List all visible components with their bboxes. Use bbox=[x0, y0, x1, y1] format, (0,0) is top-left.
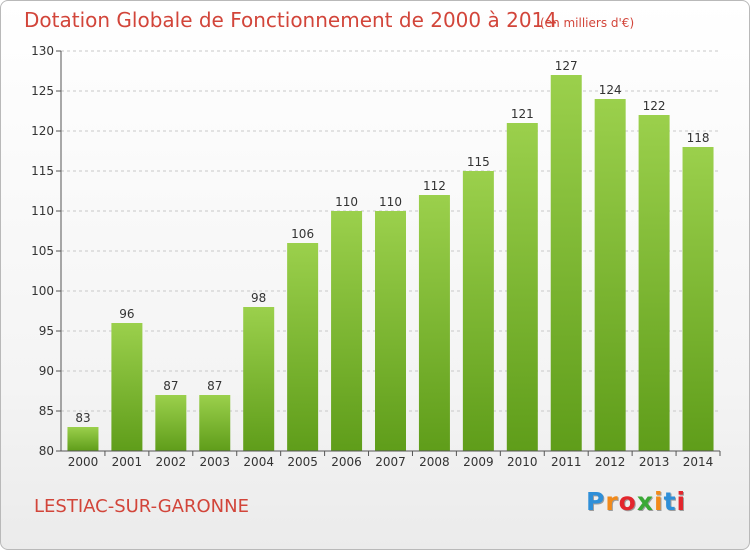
x-tick-label: 2008 bbox=[419, 455, 450, 469]
y-tick-label: 120 bbox=[31, 124, 54, 138]
bar-value-label: 87 bbox=[163, 379, 178, 393]
x-tick-label: 2004 bbox=[243, 455, 274, 469]
bar bbox=[331, 211, 363, 451]
bar bbox=[243, 307, 275, 451]
x-tick-label: 2006 bbox=[331, 455, 362, 469]
chart-title: Dotation Globale de Fonctionnement de 20… bbox=[24, 8, 557, 32]
bar-value-label: 83 bbox=[75, 411, 90, 425]
bars bbox=[67, 75, 714, 451]
bar bbox=[506, 123, 538, 451]
bar bbox=[155, 395, 187, 451]
bar bbox=[418, 195, 450, 451]
bar bbox=[199, 395, 231, 451]
bar-value-label: 121 bbox=[511, 107, 534, 121]
y-tick-label: 80 bbox=[39, 444, 54, 458]
x-tick-label: 2011 bbox=[551, 455, 582, 469]
bar-value-label: 110 bbox=[335, 195, 358, 209]
x-tick-label: 2009 bbox=[463, 455, 494, 469]
bar-value-label: 110 bbox=[379, 195, 402, 209]
y-tick-label: 125 bbox=[31, 84, 54, 98]
commune-name: LESTIAC-SUR-GARONNE bbox=[34, 496, 249, 517]
y-tick-label: 115 bbox=[31, 164, 54, 178]
bar-value-label: 122 bbox=[643, 99, 666, 113]
bar-value-label: 96 bbox=[119, 307, 134, 321]
y-tick-label: 130 bbox=[31, 44, 54, 58]
bar bbox=[594, 99, 626, 451]
bar bbox=[111, 323, 143, 451]
y-tick-label: 110 bbox=[31, 204, 54, 218]
bar-value-label: 118 bbox=[687, 131, 710, 145]
bar bbox=[638, 115, 670, 451]
bar bbox=[682, 147, 714, 451]
bar bbox=[287, 243, 319, 451]
x-tick-label: 2005 bbox=[287, 455, 318, 469]
bar-value-label: 112 bbox=[423, 179, 446, 193]
bar bbox=[67, 427, 99, 451]
bar bbox=[375, 211, 406, 451]
chart-unit-label: (en milliers d'€) bbox=[540, 16, 635, 30]
x-tick-label: 2001 bbox=[112, 455, 143, 469]
bar-value-label: 127 bbox=[555, 59, 578, 73]
x-tick-label: 2007 bbox=[375, 455, 406, 469]
bar bbox=[462, 171, 494, 451]
proxiti-logo: Proxiti bbox=[586, 487, 687, 516]
bar-value-label: 106 bbox=[291, 227, 314, 241]
bar-value-label: 124 bbox=[599, 83, 622, 97]
axes bbox=[56, 50, 721, 456]
x-tick-label: 2014 bbox=[683, 455, 714, 469]
bar-value-label: 98 bbox=[251, 291, 266, 305]
bar-value-label: 115 bbox=[467, 155, 490, 169]
labels: 80 85 90 95 100 105 110 115 120 125 130 83 2000 96 200… bbox=[31, 44, 713, 469]
bar bbox=[550, 75, 582, 451]
x-tick-label: 2010 bbox=[507, 455, 538, 469]
y-tick-label: 85 bbox=[39, 404, 54, 418]
x-tick-label: 2002 bbox=[156, 455, 187, 469]
y-tick-label: 90 bbox=[39, 364, 54, 378]
bar-value-label: 87 bbox=[207, 379, 222, 393]
y-tick-label: 100 bbox=[31, 284, 54, 298]
x-tick-label: 2003 bbox=[199, 455, 230, 469]
x-tick-label: 2000 bbox=[68, 455, 99, 469]
y-tick-label: 95 bbox=[39, 324, 54, 338]
x-tick-label: 2012 bbox=[595, 455, 626, 469]
y-tick-label: 105 bbox=[31, 244, 54, 258]
x-tick-label: 2013 bbox=[639, 455, 670, 469]
